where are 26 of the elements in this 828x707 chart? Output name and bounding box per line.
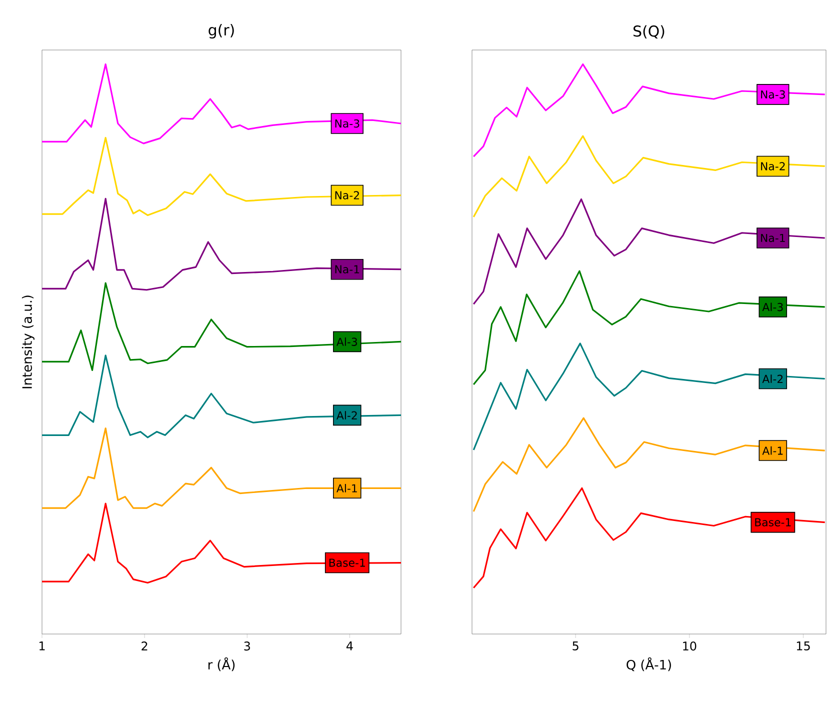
series-label: Base-1 <box>329 558 365 567</box>
series-label: Al-2 <box>762 374 783 383</box>
x-tick-label: 3 <box>244 642 250 651</box>
series-label: Na-2 <box>761 162 785 170</box>
series-label: Al-3 <box>762 302 783 312</box>
chart-title: S(Q) <box>634 25 664 38</box>
series-label: Na-3 <box>335 119 360 128</box>
series-label: Al-1 <box>762 446 783 455</box>
series-label: Al-3 <box>336 337 358 346</box>
series-label: Base-1 <box>755 518 791 526</box>
series-label: Na-1 <box>335 265 360 274</box>
x-tick-label: 2 <box>142 642 148 650</box>
series-label: Al-1 <box>336 484 357 492</box>
x-tick-label: 15 <box>796 642 810 650</box>
y-axis-title: Intensity (a.u.) <box>22 296 34 388</box>
x-tick-label: 1 <box>40 642 45 650</box>
x-tick-label: 10 <box>683 642 696 651</box>
series-label: Na-1 <box>761 234 785 242</box>
x-tick-label: 5 <box>572 642 578 650</box>
x-tick-label: 4 <box>346 642 353 650</box>
series-label: Na-2 <box>335 191 359 200</box>
x-axis-title: r (Å) <box>208 657 235 672</box>
x-axis-title: Q (Å-1) <box>626 657 671 672</box>
series-label: Na-3 <box>761 90 785 99</box>
series-label: Al-2 <box>336 411 357 420</box>
chart-title: g(r) <box>208 24 234 38</box>
